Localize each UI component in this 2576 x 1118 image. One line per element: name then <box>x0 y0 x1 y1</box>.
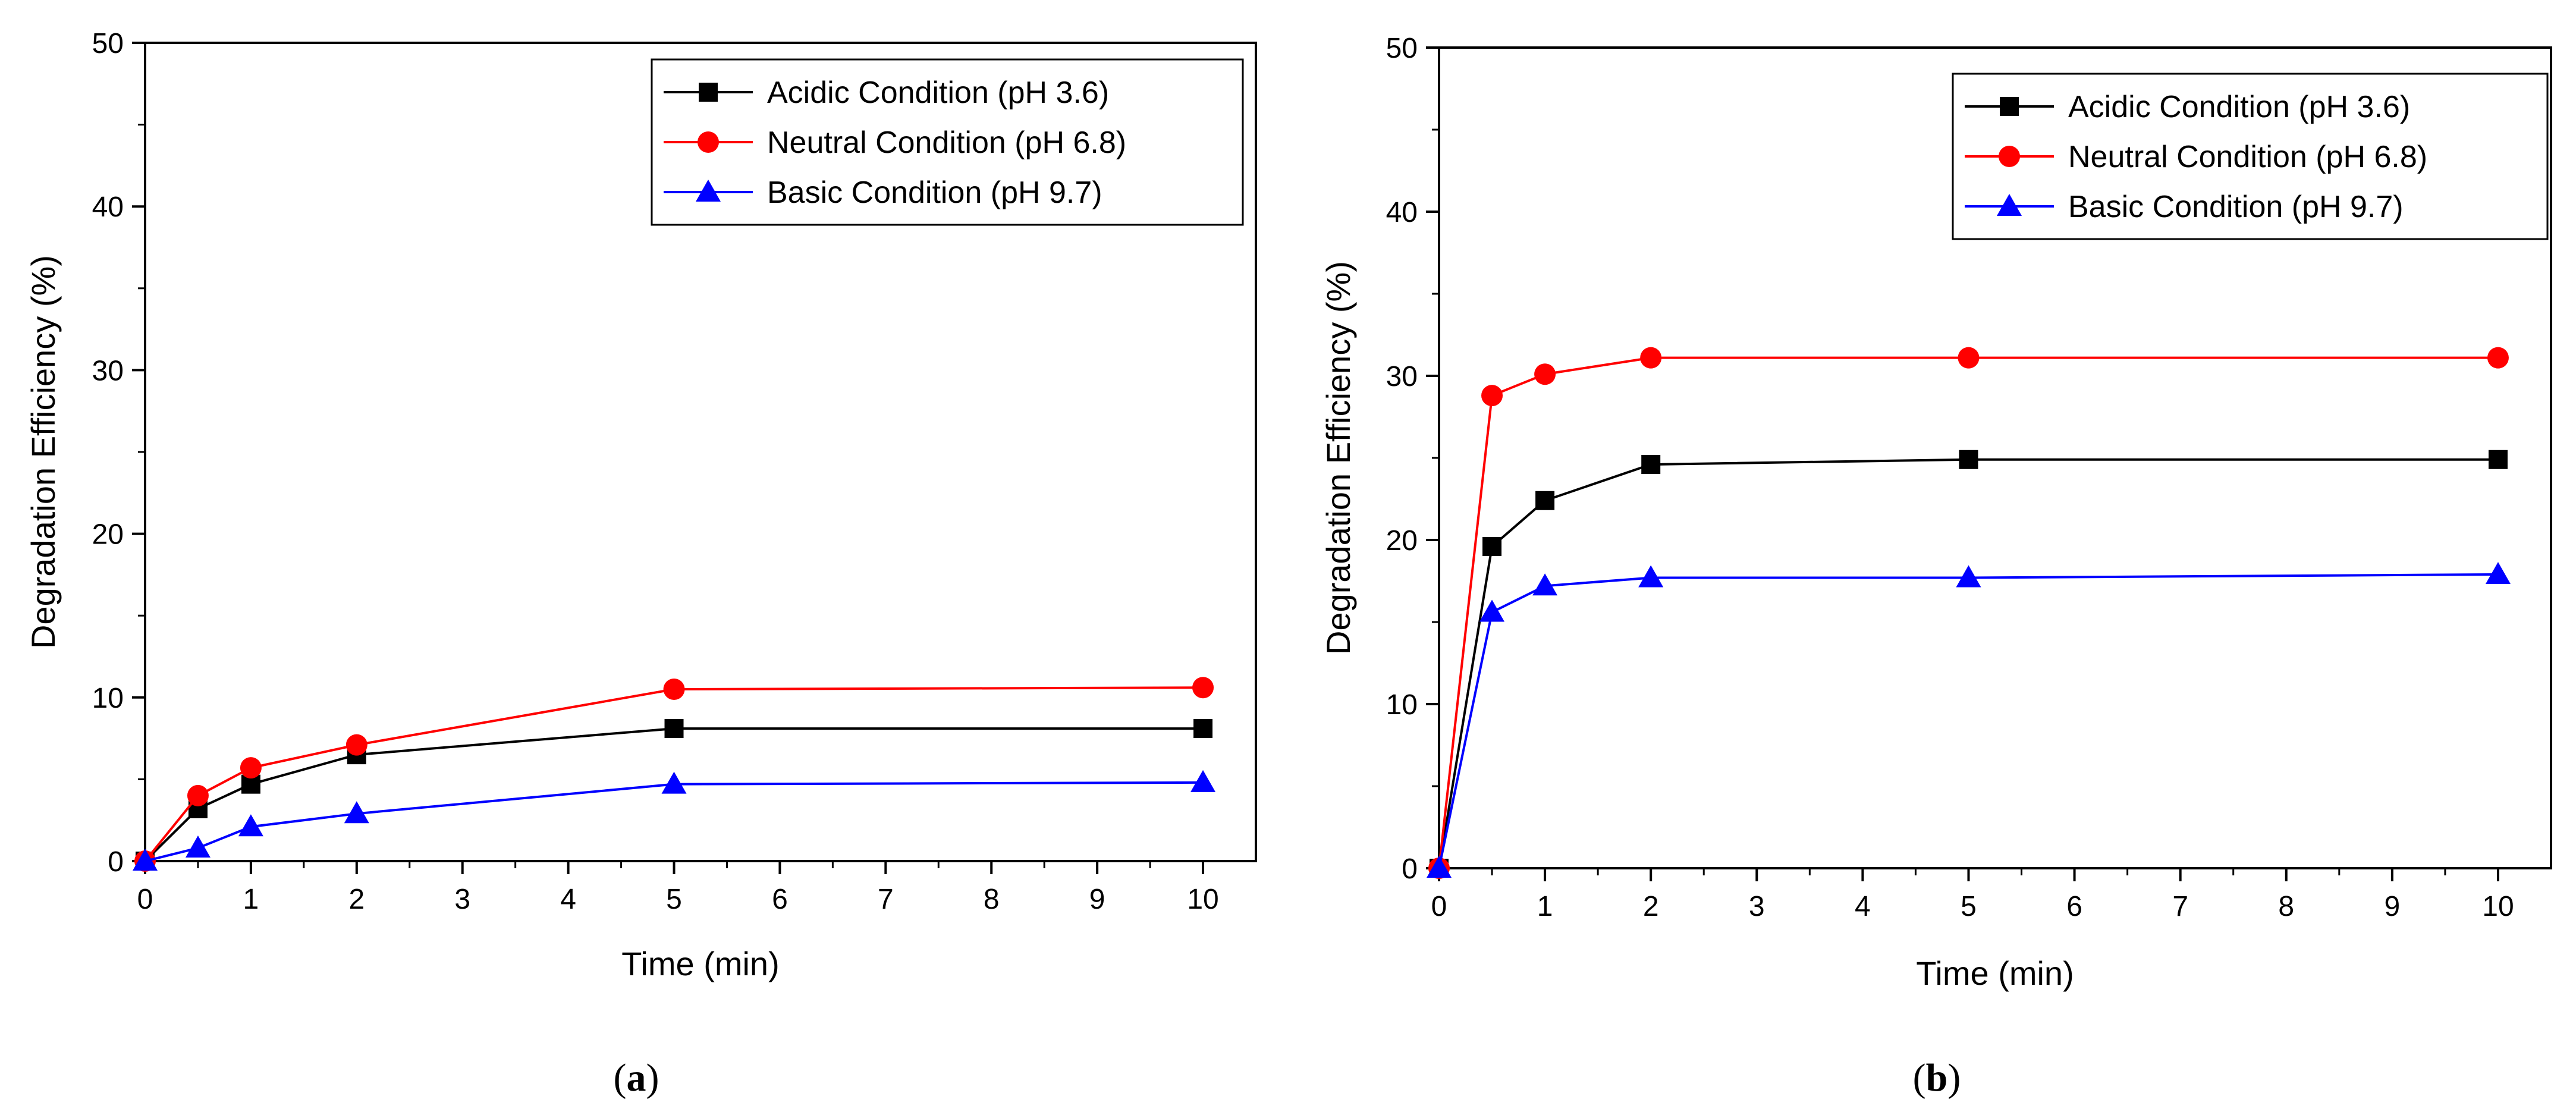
y-axis-title: Degradation Efficiency (%) <box>1320 261 1357 655</box>
legend-label: Neutral Condition (pH 6.8) <box>767 125 1126 160</box>
data-point-square <box>1535 491 1555 510</box>
panel-caption-open: ( <box>614 1056 627 1100</box>
series-line-square <box>1438 458 2498 869</box>
data-point-triangle <box>238 814 263 837</box>
data-point-square <box>1959 450 1978 469</box>
x-tick-label: 1 <box>243 884 259 915</box>
data-point-circle <box>663 679 685 701</box>
data-point-triangle <box>1638 565 1664 588</box>
legend-label: Neutral Condition (pH 6.8) <box>2068 140 2427 174</box>
data-point-circle <box>1534 363 1556 385</box>
y-tick-label: 30 <box>1386 361 1418 392</box>
x-tick-label: 4 <box>560 884 576 915</box>
data-point-square <box>1641 455 1661 475</box>
x-tick-label: 10 <box>1187 884 1218 915</box>
series-line-triangle <box>1438 573 2498 869</box>
x-axis-title: Time (min) <box>1916 954 2074 992</box>
x-tick-label: 2 <box>1643 891 1659 922</box>
x-tick-label: 5 <box>1961 891 1977 922</box>
x-tick-label: 4 <box>1855 891 1871 922</box>
data-point-circle <box>1958 347 1980 369</box>
series-line-triangle <box>144 781 1204 862</box>
x-axis-title: Time (min) <box>621 945 779 982</box>
x-tick-label: 8 <box>984 884 1000 915</box>
data-point-circle <box>240 757 262 779</box>
legend-marker-triangle <box>696 180 721 202</box>
panel-caption-close: ) <box>646 1056 659 1100</box>
data-point-square <box>664 719 684 739</box>
x-tick-label: 0 <box>1431 891 1447 922</box>
x-tick-label: 2 <box>348 884 365 915</box>
series-line-circle <box>1438 356 2498 869</box>
y-tick-label: 30 <box>92 355 124 387</box>
series-line-circle <box>144 686 1204 862</box>
y-tick-label: 0 <box>1402 853 1418 885</box>
data-point-triangle <box>1479 599 1505 622</box>
legend-marker-circle <box>698 131 719 153</box>
legend-label: Basic Condition (pH 9.7) <box>767 175 1102 210</box>
data-point-triangle <box>133 849 158 871</box>
legend-marker-square <box>2000 97 2019 116</box>
data-point-triangle <box>185 835 211 858</box>
x-tick-label: 0 <box>137 884 153 915</box>
x-tick-label: 7 <box>2172 891 2188 922</box>
data-point-circle <box>1640 347 1662 369</box>
x-tick-label: 1 <box>1537 891 1553 922</box>
x-tick-label: 3 <box>1749 891 1765 922</box>
x-tick-label: 8 <box>2278 891 2294 922</box>
data-point-triangle <box>1532 573 1558 596</box>
y-axis-title: Degradation Efficiency (%) <box>24 255 62 649</box>
data-point-triangle <box>1427 856 1452 878</box>
y-tick-label: 20 <box>1386 525 1418 557</box>
y-tick-label: 50 <box>92 28 124 59</box>
panel-caption-letter: b <box>1926 1056 1948 1100</box>
legend-label: Basic Condition (pH 9.7) <box>2068 190 2404 224</box>
data-point-square <box>1193 719 1213 739</box>
x-tick-label: 6 <box>2066 891 2082 922</box>
panel-caption: (b) <box>1913 1056 1961 1100</box>
chart-panel-b: 0 1 2 3 4 5 6 7 8 9 10 0 10 20 30 40 50 Time (min) Degrada… <box>1320 33 2552 1100</box>
x-tick-label: 9 <box>2385 891 2401 922</box>
data-point-triangle <box>1956 565 1981 588</box>
data-point-circle <box>1192 677 1214 699</box>
data-point-square <box>1482 537 1502 557</box>
legend-marker-triangle <box>1997 194 2022 216</box>
x-tick-label: 9 <box>1089 884 1105 915</box>
legend-label: Acidic Condition (pH 3.6) <box>767 76 1109 110</box>
x-tick-label: 10 <box>2482 891 2514 922</box>
y-tick-label: 40 <box>92 191 124 223</box>
y-tick-label: 20 <box>92 519 124 551</box>
x-tick-label: 3 <box>454 884 470 915</box>
panel-caption: (a) <box>614 1056 659 1100</box>
data-point-triangle <box>1190 770 1216 792</box>
y-tick-label: 0 <box>108 846 124 878</box>
chart-panel-a: 0 1 2 3 4 5 6 7 8 9 10 0 10 20 30 40 50 Time (min) Degrada… <box>24 28 1257 1100</box>
data-point-circle <box>2487 347 2509 369</box>
legend-marker-square <box>699 83 718 102</box>
series-line-square <box>144 727 1204 862</box>
y-tick-label: 10 <box>1386 689 1418 721</box>
data-point-triangle <box>2485 561 2511 584</box>
data-point-circle <box>187 784 209 806</box>
panel-caption-letter: a <box>627 1056 646 1100</box>
data-point-square <box>2488 450 2508 469</box>
data-point-triangle <box>661 771 687 794</box>
panel-caption-close: ) <box>1947 1056 1961 1100</box>
data-point-circle <box>1481 385 1503 407</box>
legend-marker-circle <box>1999 146 2020 167</box>
panel-caption-open: ( <box>1913 1056 1926 1100</box>
y-tick-label: 50 <box>1386 33 1418 64</box>
y-tick-label: 10 <box>92 683 124 714</box>
data-point-triangle <box>344 801 369 824</box>
x-tick-label: 7 <box>878 884 894 915</box>
data-point-circle <box>345 734 367 756</box>
x-tick-label: 6 <box>772 884 788 915</box>
legend-label: Acidic Condition (pH 3.6) <box>2068 90 2410 124</box>
y-tick-label: 40 <box>1386 197 1418 228</box>
x-tick-label: 5 <box>666 884 682 915</box>
